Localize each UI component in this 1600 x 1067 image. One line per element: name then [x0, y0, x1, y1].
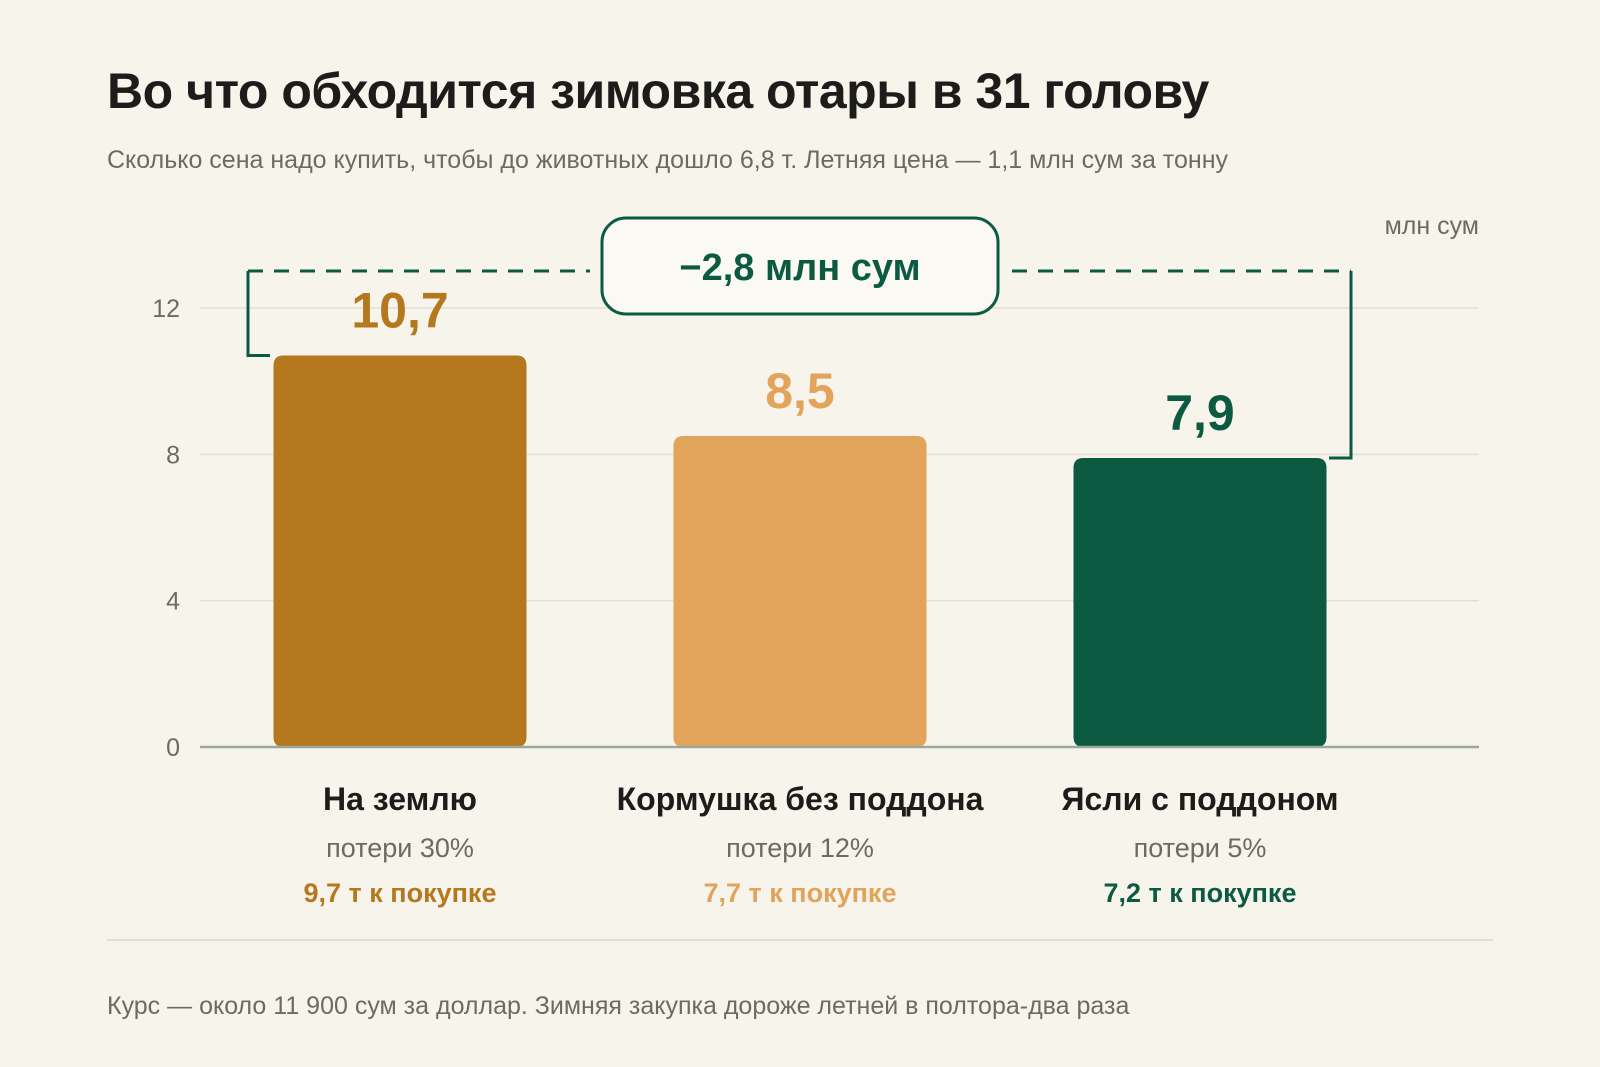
- bar: [1073, 457, 1327, 747]
- loss-label: потери 5%: [1134, 833, 1267, 863]
- purchase-label: 7,7 т к покупке: [704, 878, 897, 908]
- y-tick-label: 0: [166, 734, 180, 762]
- footer-divider: [107, 939, 1493, 941]
- bar: [673, 436, 927, 747]
- purchase-label: 9,7 т к покупке: [304, 878, 497, 908]
- bars: [273, 355, 1327, 747]
- chart-subtitle: Сколько сена надо купить, чтобы до живот…: [107, 146, 1228, 174]
- bracket-right-end: [1329, 271, 1353, 460]
- bar-value-label: 10,7: [351, 283, 448, 339]
- difference-box: [600, 216, 1000, 316]
- bar: [273, 355, 527, 747]
- category-label: Кормушка без поддона: [617, 781, 984, 817]
- bar-value-label: 8,5: [765, 363, 835, 419]
- category-labels: 10,7 На землю потери 30% 9,7 т к покупке 8,5…: [304, 283, 1339, 908]
- y-tick-label: 8: [166, 441, 180, 469]
- y-axis-ticks: 0 4 8 12: [152, 295, 180, 762]
- bar-value-label: 7,9: [1165, 385, 1235, 441]
- category-label: На землю: [323, 781, 477, 817]
- loss-label: потери 30%: [326, 833, 474, 863]
- unit-label: млн сум: [1385, 212, 1479, 240]
- difference-label: −2,8 млн сум: [679, 247, 920, 289]
- loss-label: потери 12%: [726, 833, 874, 863]
- chart-title: Во что обходится зимовка отары в 31 голо…: [107, 63, 1209, 119]
- bracket-left-end: [246, 271, 270, 358]
- footnote: Курс — около 11 900 сум за доллар. Зимня…: [107, 992, 1130, 1020]
- purchase-label: 7,2 т к покупке: [1104, 878, 1297, 908]
- y-tick-label: 4: [166, 588, 180, 616]
- y-tick-label: 12: [152, 295, 180, 323]
- difference-bracket: −2,8 млн сум: [246, 216, 1353, 460]
- category-label: Ясли с поддоном: [1061, 781, 1338, 817]
